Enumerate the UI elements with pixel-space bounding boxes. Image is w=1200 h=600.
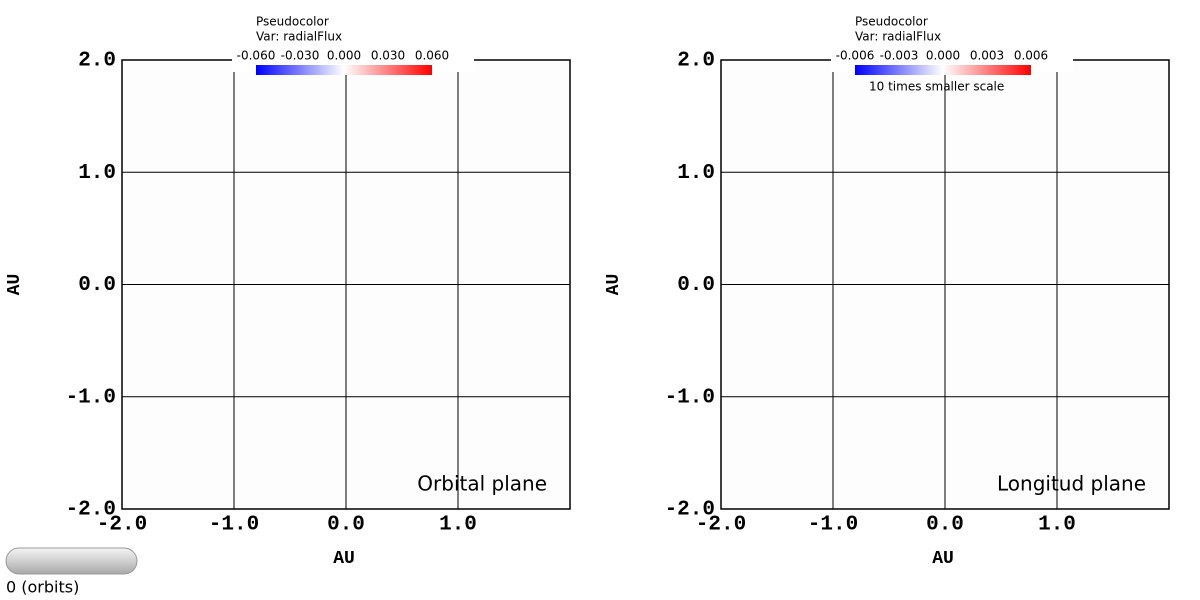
x-axis-label: AU: [932, 549, 954, 569]
x-tick-label: -2.0: [97, 514, 147, 537]
x-tick-label: 0.0: [926, 514, 964, 537]
colorbar-tick-label: 0.006: [1014, 49, 1048, 63]
legend-variable: Var: radialFlux: [256, 30, 342, 44]
x-tick-label: 1.0: [1038, 514, 1076, 537]
y-tick-label: 0.0: [78, 274, 116, 297]
colorbar-tick-label: 0.000: [926, 49, 960, 63]
time-slider[interactable]: [5, 547, 138, 575]
colorbar-tick-label: -0.003: [880, 49, 919, 63]
x-tick-label: 1.0: [439, 514, 477, 537]
x-tick-label: 0.0: [327, 514, 365, 537]
colorbar-note: 10 times smaller scale: [869, 80, 1004, 94]
y-tick-label: 1.0: [78, 162, 116, 185]
colorbar-tick-label: -0.060: [237, 49, 276, 63]
y-tick-label: -2.0: [66, 499, 116, 522]
y-tick-label: 2.0: [677, 50, 715, 73]
colorbar-tick-label: 0.030: [371, 49, 405, 63]
colorbar: [256, 65, 432, 75]
colorbar-tick-label: 0.060: [415, 49, 449, 63]
legend-title: Pseudocolor: [855, 15, 928, 29]
colorbar-tick-label: 0.000: [327, 49, 361, 63]
time-label: 0 (orbits): [6, 578, 79, 597]
x-tick-label: -2.0: [696, 514, 746, 537]
y-tick-label: 0.0: [677, 274, 715, 297]
legend-variable: Var: radialFlux: [855, 30, 941, 44]
plot-annotation: Orbital plane: [417, 472, 547, 496]
y-tick-label: 1.0: [677, 162, 715, 185]
y-axis-label: AU: [5, 274, 25, 296]
legend-title: Pseudocolor: [256, 15, 329, 29]
colorbar: [855, 65, 1031, 75]
y-tick-label: -2.0: [665, 499, 715, 522]
x-tick-label: -1.0: [209, 514, 259, 537]
y-tick-label: 2.0: [78, 50, 116, 73]
plot-annotation: Longitud plane: [997, 472, 1146, 496]
y-tick-label: -1.0: [66, 386, 116, 409]
y-axis-label: AU: [604, 274, 624, 296]
colorbar-tick-label: 0.003: [970, 49, 1004, 63]
y-tick-label: -1.0: [665, 386, 715, 409]
x-axis-label: AU: [333, 549, 355, 569]
colorbar-tick-label: -0.030: [281, 49, 320, 63]
x-tick-label: -1.0: [808, 514, 858, 537]
colorbar-tick-label: -0.006: [836, 49, 875, 63]
